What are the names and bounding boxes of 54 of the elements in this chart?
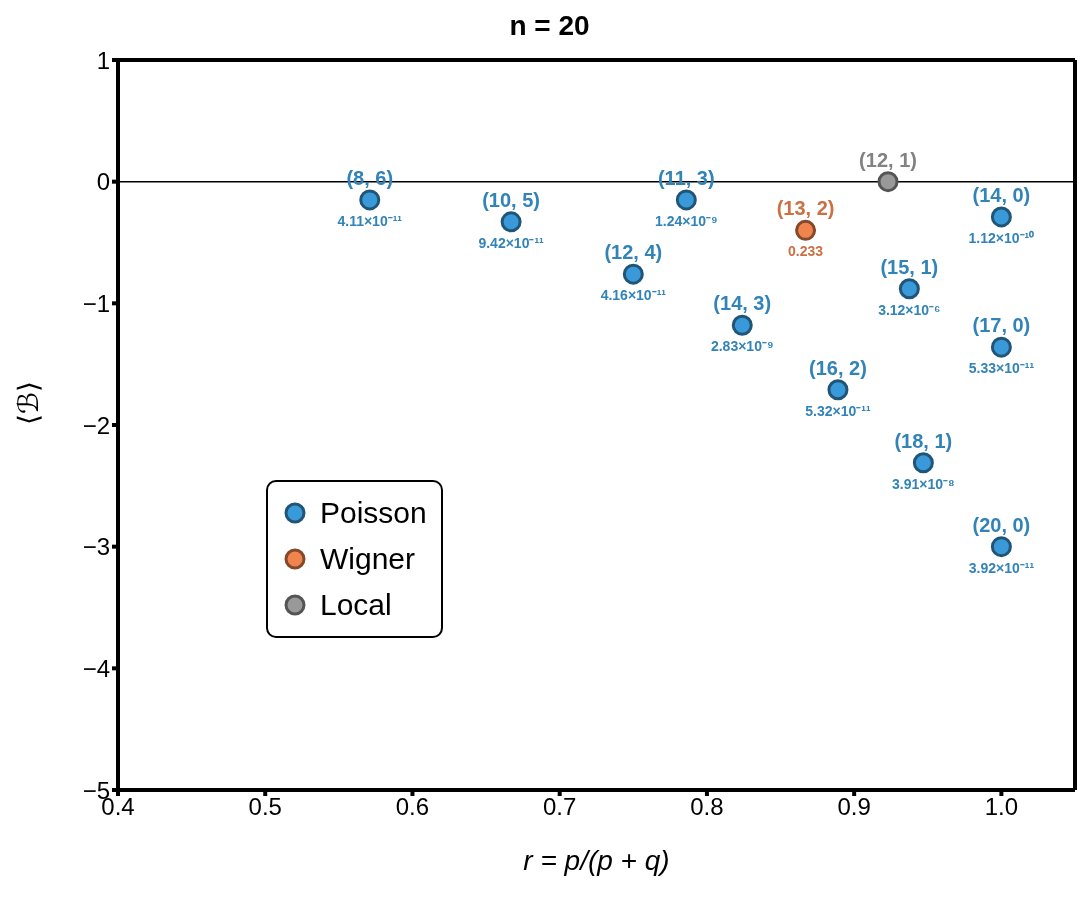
- x-tick-label: 0.9: [837, 793, 871, 821]
- annotation: (17, 0): [972, 314, 1031, 337]
- annotation: (15, 1): [880, 255, 939, 278]
- annotation: 3.12×10⁻⁶: [878, 301, 941, 318]
- y-tick-label: −4: [82, 654, 110, 682]
- x-tick-label: 0.7: [543, 793, 577, 821]
- legend-label: Poisson: [320, 496, 427, 530]
- legend-label: Wigner: [320, 542, 416, 576]
- annotation: (16, 2): [809, 356, 867, 379]
- y-tick-label: −3: [82, 533, 110, 561]
- chart-title: n = 20: [508, 9, 591, 43]
- y-tick-label: −1: [82, 289, 110, 317]
- point: [990, 336, 1012, 358]
- annotation: 1.12×10⁻¹⁰: [968, 229, 1035, 246]
- annotation: 4.16×10⁻¹¹: [600, 287, 667, 304]
- y-tick-label: 0: [96, 168, 110, 196]
- annotation: (20, 0): [972, 513, 1031, 536]
- y-tick-label: −2: [82, 411, 110, 439]
- x-axis-title: r = p/(p + q): [523, 845, 670, 876]
- annotation: 1.24×10⁻⁹: [654, 212, 718, 229]
- annotation: 2.83×10⁻⁹: [710, 338, 774, 355]
- annotation: 5.32×10⁻¹¹: [805, 402, 871, 419]
- point: [622, 263, 644, 285]
- annotation: (13, 2): [776, 197, 835, 220]
- point: [731, 314, 753, 336]
- point: [877, 171, 899, 193]
- y-tick-label: 1: [96, 46, 110, 74]
- annotation: (12, 1): [859, 148, 917, 171]
- point: [500, 211, 522, 233]
- annotation: 4.11×10⁻¹¹: [337, 212, 403, 229]
- annotation: (10, 5): [482, 188, 541, 211]
- annotation: 9.42×10⁻¹¹: [478, 234, 545, 251]
- annotation: (12, 4): [604, 241, 663, 264]
- annotation: (14, 3): [713, 292, 772, 315]
- point: [827, 379, 849, 401]
- point: [898, 278, 920, 300]
- point: [990, 206, 1012, 228]
- point: [990, 536, 1012, 558]
- point: [912, 452, 934, 474]
- x-tick-label: 0.6: [395, 793, 430, 821]
- annotation: 5.33×10⁻¹¹: [968, 360, 1035, 377]
- point: [675, 189, 697, 211]
- x-tick-label: 0.5: [248, 793, 282, 821]
- annotation: 3.91×10⁻⁸: [892, 475, 955, 492]
- x-tick-label: 1.0: [984, 793, 1019, 821]
- point: [795, 219, 817, 241]
- legend-label: Local: [320, 588, 392, 622]
- x-tick-label: 0.8: [690, 793, 724, 821]
- y-axis-title: ⟨ℬ⟩: [12, 381, 44, 425]
- annotation: (14, 0): [972, 183, 1031, 206]
- annotation: 0.233: [788, 243, 824, 260]
- annotation: (18, 1): [894, 429, 953, 452]
- annotation: 3.92×10⁻¹¹: [968, 559, 1035, 576]
- point: [359, 189, 381, 211]
